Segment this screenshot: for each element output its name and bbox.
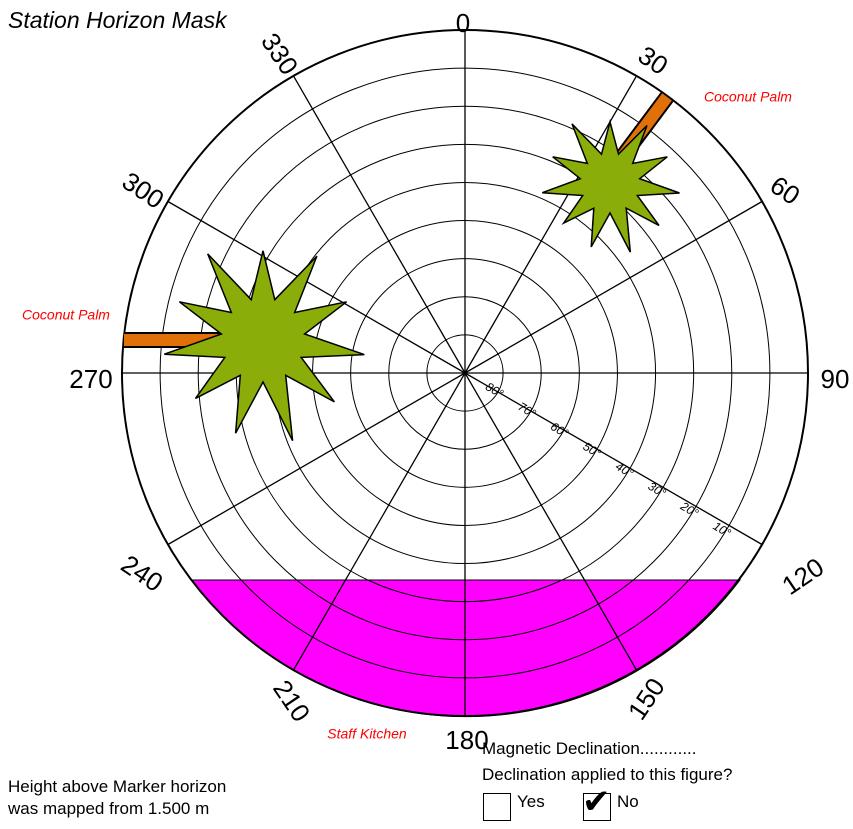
horizon-circle	[121, 29, 809, 717]
obstruction-label: Coconut Palm	[22, 307, 110, 323]
elevation-label: 40°	[613, 459, 636, 480]
azimuth-label: 240	[116, 549, 169, 598]
option-no[interactable]: ✔ No	[582, 784, 639, 821]
azimuth-spoke	[167, 372, 466, 546]
azimuth-label: 0	[456, 8, 470, 38]
yes-checkbox[interactable]	[483, 793, 511, 821]
azimuth-spoke	[464, 372, 638, 671]
palm-crown	[542, 118, 680, 253]
height-note-line1: Height above Marker horizon	[8, 777, 227, 796]
azimuth-spoke	[292, 75, 466, 374]
azimuth-label: 330	[255, 27, 304, 80]
azimuth-spoke	[464, 200, 763, 374]
magnetic-declination-text: Magnetic Declination............	[482, 739, 697, 758]
declination-block: Magnetic Declination............ Declina…	[482, 738, 732, 786]
azimuth-label: 210	[267, 674, 316, 727]
azimuth-label: 30	[633, 40, 674, 81]
no-label: No	[617, 792, 639, 811]
elevation-label: 20°	[677, 498, 701, 520]
tree-obstructions	[124, 92, 680, 442]
azimuth-spoke	[464, 75, 638, 374]
palm-crown	[164, 250, 365, 442]
azimuth-label: 90	[821, 364, 850, 394]
height-note: Height above Marker horizon was mapped f…	[8, 776, 226, 820]
height-note-line2: was mapped from 1.500 m	[8, 799, 210, 818]
obstruction-label: Coconut Palm	[704, 89, 792, 105]
azimuth-label: 150	[622, 672, 671, 725]
azimuth-spoke	[292, 372, 466, 671]
elevation-label: 10°	[711, 519, 734, 540]
diagram-labels: 030609012015018021024027030033080°70°60°…	[22, 8, 849, 755]
azimuth-label: 180	[445, 725, 488, 755]
elevation-label: 30°	[646, 479, 669, 500]
elevation-label: 80°	[483, 379, 506, 400]
declination-question: Declination applied to this figure?	[482, 765, 733, 784]
no-checkbox[interactable]: ✔	[582, 784, 611, 821]
yes-label: Yes	[517, 792, 545, 811]
azimuth-label: 60	[765, 170, 806, 211]
title-text: Station Horizon Mask	[8, 7, 227, 33]
azimuth-spoke	[167, 200, 466, 374]
option-yes[interactable]: Yes	[483, 792, 545, 821]
check-icon: ✔	[582, 782, 611, 822]
azimuth-label: 270	[69, 364, 112, 394]
obstruction-label: Staff Kitchen	[327, 726, 407, 742]
azimuth-label: 300	[117, 166, 170, 215]
azimuth-spoke	[464, 372, 763, 546]
azimuth-label: 120	[776, 552, 829, 601]
